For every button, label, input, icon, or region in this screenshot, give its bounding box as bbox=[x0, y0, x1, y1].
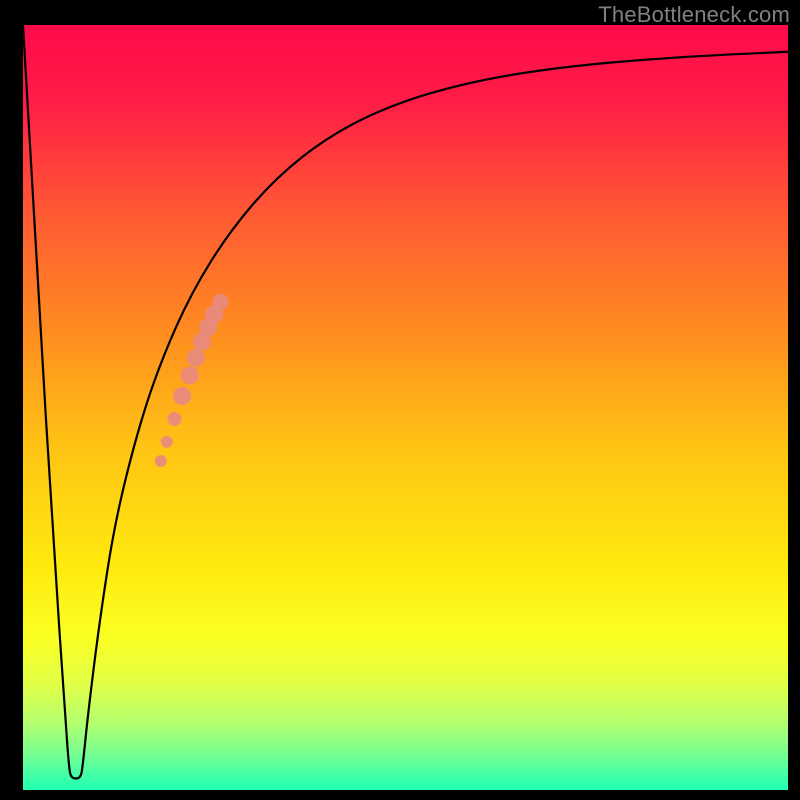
marker-point bbox=[161, 436, 173, 448]
chart-root: TheBottleneck.com bbox=[0, 0, 800, 800]
watermark-text: TheBottleneck.com bbox=[598, 2, 790, 28]
marker-point bbox=[212, 294, 228, 310]
chart-svg bbox=[0, 0, 800, 800]
marker-point bbox=[167, 412, 181, 426]
marker-point bbox=[155, 455, 167, 467]
marker-point bbox=[187, 349, 205, 367]
marker-point bbox=[173, 387, 191, 405]
marker-point bbox=[181, 366, 199, 384]
plot-background bbox=[23, 25, 788, 790]
